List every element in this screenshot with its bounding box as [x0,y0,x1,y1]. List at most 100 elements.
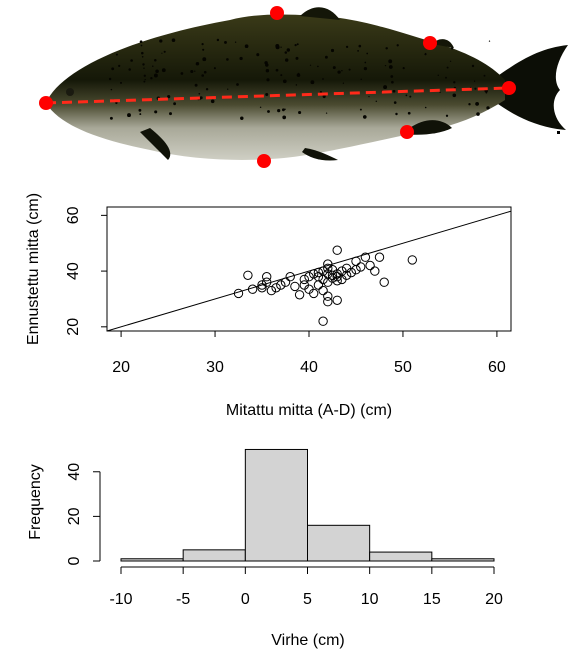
fish-icon [46,7,568,161]
fish-spot [424,53,427,56]
scatter-point [318,274,328,285]
fish-spot [392,89,396,93]
histogram-x-axis: -10 -5 0 5 10 15 20 [109,566,503,608]
fish-spot [294,44,297,47]
histogram-bars [120,448,495,562]
fish-spot [424,106,427,109]
histogram-x-label: Virhe (cm) [271,632,345,649]
fish-spot [445,76,447,79]
histogram-y-tick-label: 40 [66,463,83,481]
histogram-bar [244,448,308,562]
fish-spot [296,43,299,46]
histogram-y-axis: 0 20 40 [66,463,101,565]
fish-spot [468,103,471,106]
fish-spot [267,110,270,113]
scatter-y-tick-label: 40 [65,262,82,280]
identity-line-path [106,210,512,332]
fish-spots [108,38,491,120]
fish-spot [473,80,476,82]
fish-spot [364,61,367,64]
identity-line [106,210,512,332]
fish-spot [115,101,118,105]
fish-spot [383,85,388,90]
fish-spot [486,106,490,110]
scatter-y-label: Ennustettu mitta (cm) [25,193,42,345]
fish-spot [437,74,440,77]
histogram-x-tick-label: -5 [176,591,190,608]
fish-spot [198,92,201,95]
scatter-point [294,290,305,300]
fish-spot [330,48,335,53]
fish-spot [282,79,287,84]
fish-spot [190,69,194,74]
fish-spot [155,69,159,73]
fish-spot [393,101,397,104]
scatter-point [323,263,333,273]
fish-spot [203,70,207,74]
histogram-y-tick-label: 0 [66,556,83,565]
fish-spot [325,112,328,114]
histogram-x-tick-label: -10 [109,591,132,608]
scatter-point [318,266,328,276]
fish-spot [213,67,216,70]
scatter-point [332,276,342,286]
fish-spot [362,115,367,119]
fish-spot [120,81,122,84]
fish-spot [226,58,229,61]
fish-spot [388,65,393,69]
fish-spot [485,91,488,94]
histogram-x-tick-label: 10 [361,591,379,608]
fish-spot [277,108,281,113]
fish-spot [202,48,205,51]
scatter-point [262,272,272,282]
fish-spot [152,65,154,68]
scatter-x-axis: 20 30 40 50 60 [112,331,506,376]
fish-spot [368,95,370,98]
fish-spot [337,70,341,74]
fish-spot [298,110,302,115]
scatter-point [327,270,338,280]
scatter-point [332,245,342,255]
fish-spot [449,60,452,62]
fish-spot [163,50,166,53]
histogram-x-tick-label: 0 [241,591,250,608]
fish-spot [201,43,204,46]
scatter-point [290,281,300,292]
scatter-point [323,259,333,269]
fish-spot [239,56,243,61]
fish-spot [159,39,163,43]
scatter-point [280,277,291,287]
pelvic-fin [302,148,338,161]
fish-spot [409,95,412,98]
fish-spot [445,114,449,117]
fish-spot [216,38,220,42]
fish-spot [280,74,283,77]
fish-spot [199,96,203,100]
scatter-point [313,267,324,278]
fish-spot [205,88,209,91]
fish-spot [111,67,115,71]
tail-speck [557,131,560,134]
fish-spot [265,63,269,67]
marker-nose [39,96,53,110]
fish-spot [348,68,351,71]
scatter-point [285,272,295,282]
fish-spot [332,66,336,70]
fish-spot [385,47,388,50]
fish-body [46,14,505,160]
marker-dorsal-top [270,6,284,20]
scatter-point [332,269,342,279]
scatter-plot: 20 30 40 50 60 20 40 60 Mitattu mitta (A-D) (c… [25,193,512,419]
scatter-point [257,280,267,290]
scatter-point [351,256,361,266]
scatter-x-tick-label: 50 [394,359,412,376]
histogram-x-tick-label: 15 [423,591,441,608]
fish-spot [244,44,249,49]
fish-spot [202,57,207,62]
scatter-point [304,272,314,282]
fish-spot [450,47,454,50]
fish-spot [342,82,345,84]
fish-spot [266,78,270,82]
fish-spot [171,38,176,42]
